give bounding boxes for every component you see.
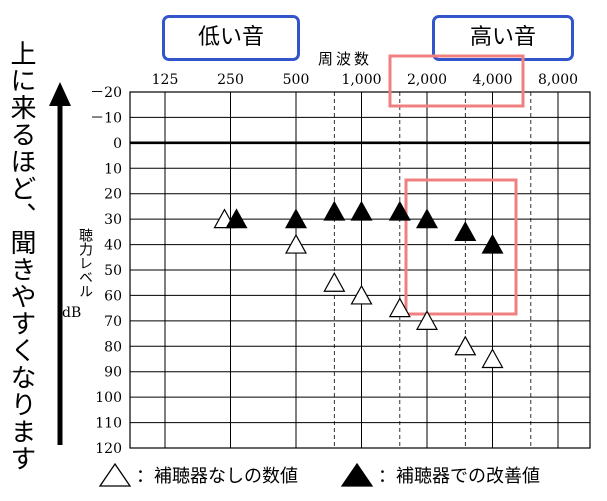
y-tick-label: 90 [104,365,122,381]
y-axis-title: 聴力レベル [77,228,93,298]
filled-triangle-point [388,200,411,221]
highlight-data-box [404,178,518,316]
x-tick-label: 1,000 [341,72,381,88]
x-axis-title: 周波数 [318,50,373,68]
y-arrow-head [49,82,71,106]
x-tick-label: 8,000 [538,72,578,88]
legend-open: ：補聴器なしの数値 [98,462,298,488]
legend-filled: ：補聴器での改善値 [340,462,540,488]
open-triangle-point [350,284,373,305]
filled-triangle-point [284,208,308,229]
open-triangle-point [388,297,411,318]
y-tick-label: 80 [104,339,122,355]
filled-triangle-point [350,200,373,221]
filled-triangle-point [225,208,248,229]
y-tick-label: 110 [95,416,122,432]
y-tick-label: 10 [104,161,122,177]
y-axis-unit: dB [62,305,82,321]
y-tick-label: 30 [104,212,122,228]
x-tick-label: 125 [152,72,179,88]
filled-triangle-point [481,233,504,254]
open-triangle-point [481,348,504,369]
y-tick-label: 50 [104,263,122,279]
y-tick-label: 0 [113,136,122,152]
highlight-header-box [388,54,525,108]
filled-triangle-icon [340,462,374,487]
y-tick-label: 120 [95,441,122,457]
filled-triangle-point [323,200,346,221]
x-tick-label: 4,000 [472,72,512,88]
y-tick-label: 60 [104,288,122,304]
y-tick-label: 20 [104,187,122,203]
audiogram-chart: －20 －10 0 10 20 30 40 50 60 70 80 90 100 110 120 125 250… [49,54,591,457]
y-tick-label: 100 [95,390,122,406]
side-note: 上に来るほど、聞きやすくなります [4,40,38,472]
x-tick-label: 2,000 [407,72,447,88]
filled-triangle-point [454,221,477,241]
filled-triangle-point [415,208,439,229]
open-triangle-point [284,233,308,254]
x-tick-label: 500 [283,72,310,88]
plot-frame [129,91,591,449]
y-tick-label: －20 [90,85,122,101]
side-note-text: 上に来るほど、聞きやすくなります [6,40,36,472]
high-frequency-badge: 高い音 [432,15,574,61]
low-frequency-badge: 低い音 [162,15,300,61]
open-triangle-icon [98,462,132,487]
open-triangle-point [415,310,439,330]
x-tick-label: 250 [217,72,244,88]
y-tick-label: －10 [90,110,122,126]
y-tick-label: 70 [104,314,122,330]
high-frequency-label: 高い音 [469,25,536,50]
open-triangle-point [454,335,477,356]
open-triangle-point [323,271,346,292]
legend-open-label: ：補聴器なしの数値 [136,466,298,487]
low-frequency-label: 低い音 [197,25,264,50]
y-tick-label: 40 [104,238,122,254]
legend-filled-label: ：補聴器での改善値 [378,466,540,487]
